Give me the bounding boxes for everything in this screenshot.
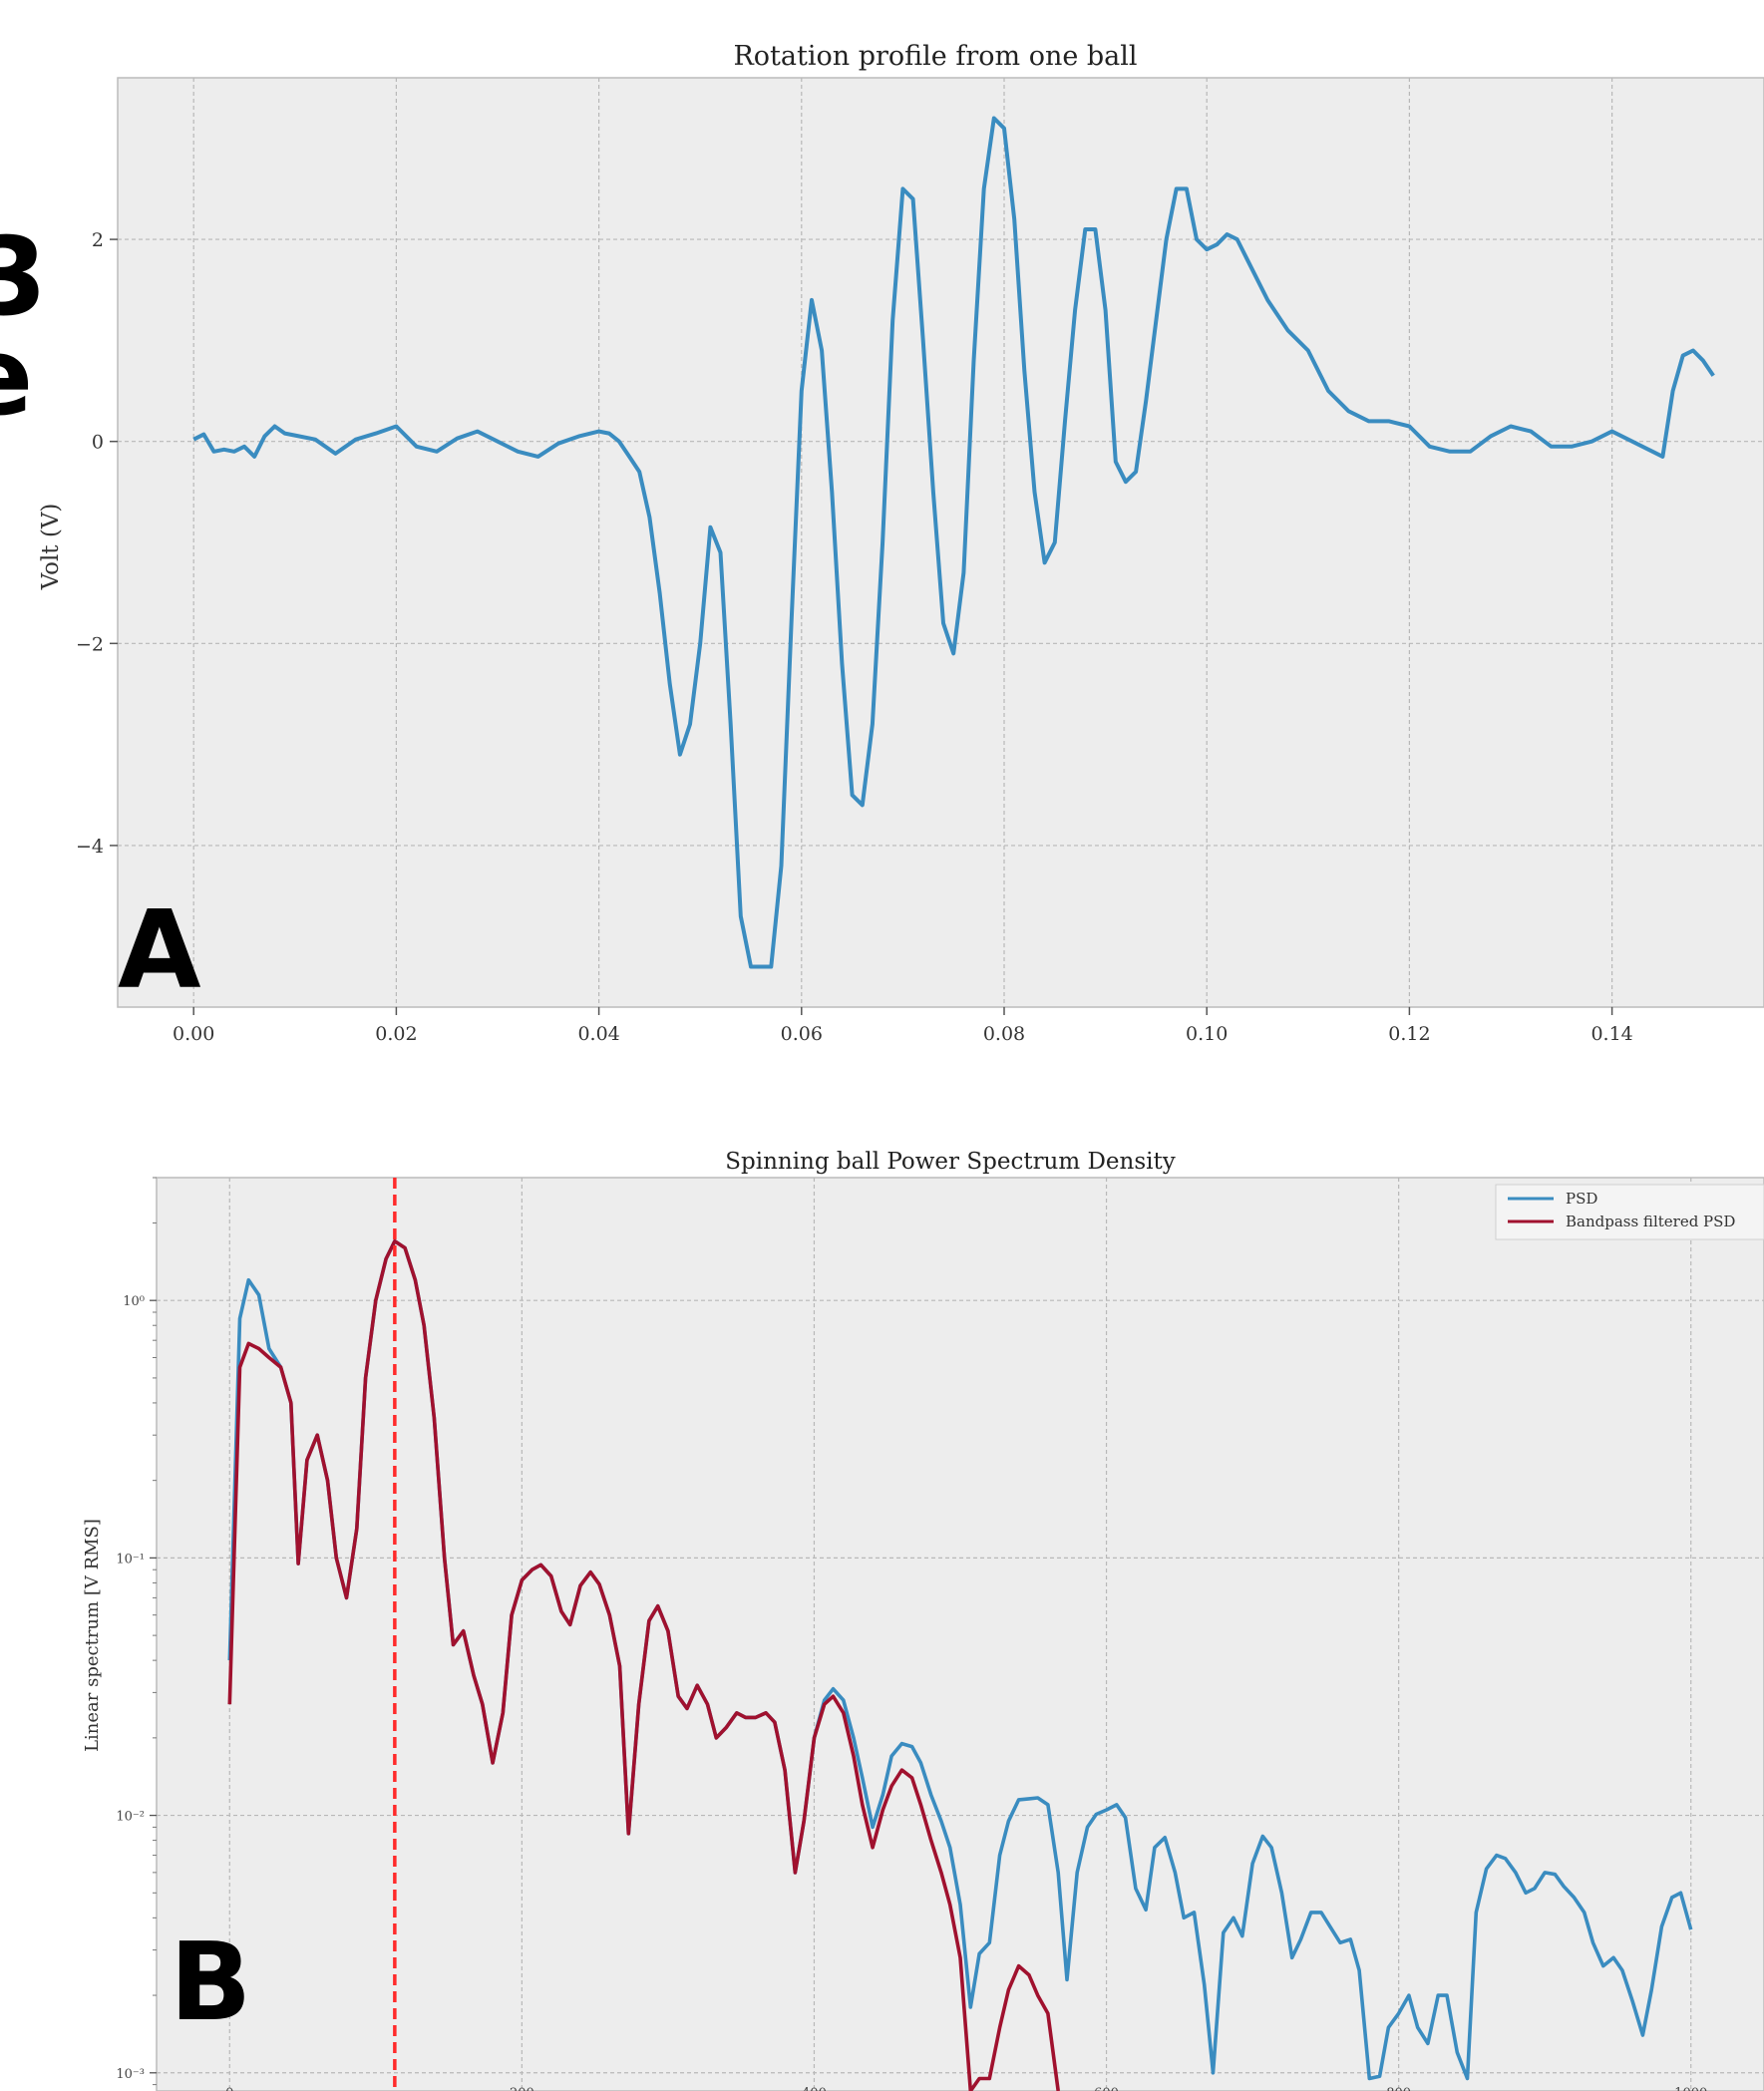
chart-b-legend: PSD Bandpass filtered PSD (1495, 1184, 1764, 1240)
chart-a-xtick-label: 0.14 (1590, 1023, 1632, 1045)
chart-b-xtick-label: 200 (510, 2086, 534, 2091)
chart-b-title: Spinning ball Power Spectrum Density (725, 1149, 1176, 1175)
chart-a-ytick-label: 2 (92, 229, 104, 251)
chart-b-ytick-label: 10⁻² (116, 1810, 145, 1825)
chart-a: 0.00 0.02 0.04 0.06 0.08 0.10 0.12 0.14 2 0 −2 −4 R… (38, 41, 1764, 1045)
chart-b-tick-labels: 0 200 400 600 800 1000 10⁰ 10⁻¹ 10⁻² 10⁻³ (116, 1177, 1707, 2091)
chart-b: 0 200 400 600 800 1000 10⁰ 10⁻¹ 10⁻² 10⁻³ Spinnin… (82, 1149, 1764, 2091)
chart-b-xtick-label: 1000 (1674, 2086, 1707, 2091)
legend-bandpass-label: Bandpass filtered PSD (1566, 1213, 1735, 1230)
edge-fragment-2: e (0, 315, 33, 440)
chart-b-series-bandpass (227, 1238, 1060, 2091)
chart-a-xtick-label: 0.08 (983, 1023, 1025, 1045)
chart-a-tick-labels: 0.00 0.02 0.04 0.06 0.08 0.10 0.12 0.14 2 0 −2 −4 (76, 229, 1633, 1045)
legend-psd-label: PSD (1566, 1190, 1597, 1208)
chart-a-ylabel: Volt (V) (38, 504, 64, 591)
chart-a-ytick-label: −2 (76, 633, 104, 655)
chart-a-xtick-label: 0.02 (375, 1023, 417, 1045)
chart-a-ytick-label: −4 (76, 836, 104, 858)
chart-a-xtick-label: 0.04 (577, 1023, 619, 1045)
chart-a-series-line (192, 116, 1715, 969)
chart-a-title: Rotation profile from one ball (733, 41, 1137, 72)
chart-b-ytick-label: 10⁻¹ (116, 1552, 145, 1567)
chart-b-xtick-label: 800 (1386, 2086, 1411, 2091)
chart-a-plot-area (117, 77, 1764, 1008)
chart-b-xtick-label: 600 (1094, 2086, 1119, 2091)
edge-fragment-1: 3 (0, 215, 47, 340)
chart-a-ytick-label: 0 (92, 432, 104, 454)
chart-a-xtick-label: 0.10 (1186, 1023, 1228, 1045)
chart-a-xtick-label: 0.12 (1388, 1023, 1430, 1045)
chart-b-ylabel: Linear spectrum [V RMS] (82, 1519, 103, 1752)
chart-a-xtick-label: 0.06 (781, 1023, 823, 1045)
chart-b-xtick-label: 400 (802, 2086, 827, 2091)
panel-label-a: A (118, 888, 201, 1013)
chart-a-grid (118, 78, 1764, 1007)
panel-label-b: B (170, 1920, 251, 2045)
chart-b-xtick-label: 0 (225, 2086, 233, 2091)
chart-a-xtick-label: 0.00 (173, 1023, 214, 1045)
chart-b-ytick-label: 10⁰ (123, 1294, 145, 1309)
legend-box (1495, 1184, 1764, 1240)
chart-b-ytick-label: 10⁻³ (116, 2067, 145, 2082)
